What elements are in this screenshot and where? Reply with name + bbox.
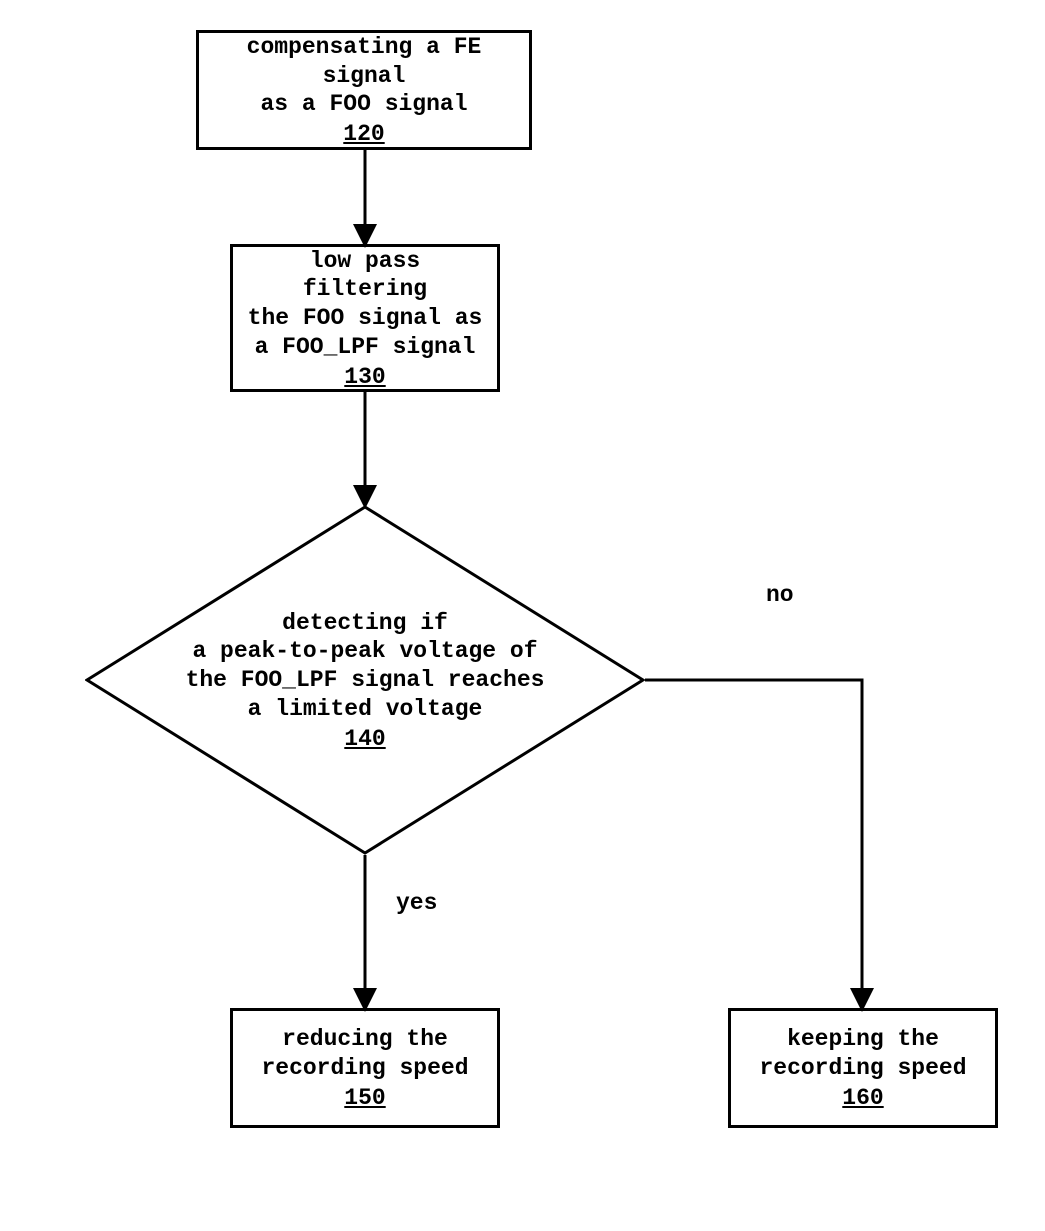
flow-node-150: reducing the recording speed 150 [230, 1008, 500, 1128]
flow-node-130-label: low pass filtering the FOO signal as a F… [241, 247, 489, 362]
flow-node-160-label: keeping the recording speed [739, 1025, 987, 1083]
flow-node-160-ref: 160 [739, 1085, 987, 1111]
edge-label-yes: yes [396, 890, 437, 916]
flow-node-140-ref: 140 [344, 726, 385, 752]
flow-node-160: keeping the recording speed 160 [728, 1008, 998, 1128]
flow-node-140-label: detecting if a peak-to-peak voltage of t… [186, 609, 545, 724]
flow-node-130: low pass filtering the FOO signal as a F… [230, 244, 500, 392]
flow-node-150-label: reducing the recording speed [241, 1025, 489, 1083]
flow-node-120: compensating a FE signal as a FOO signal… [196, 30, 532, 150]
flow-node-140: detecting if a peak-to-peak voltage of t… [85, 505, 645, 855]
flow-node-130-ref: 130 [241, 364, 489, 390]
flow-node-150-ref: 150 [241, 1085, 489, 1111]
flow-node-120-label: compensating a FE signal as a FOO signal [207, 33, 521, 119]
flow-node-120-ref: 120 [207, 121, 521, 147]
edge-label-no: no [766, 582, 794, 608]
flow-node-140-text: detecting if a peak-to-peak voltage of t… [85, 505, 645, 855]
